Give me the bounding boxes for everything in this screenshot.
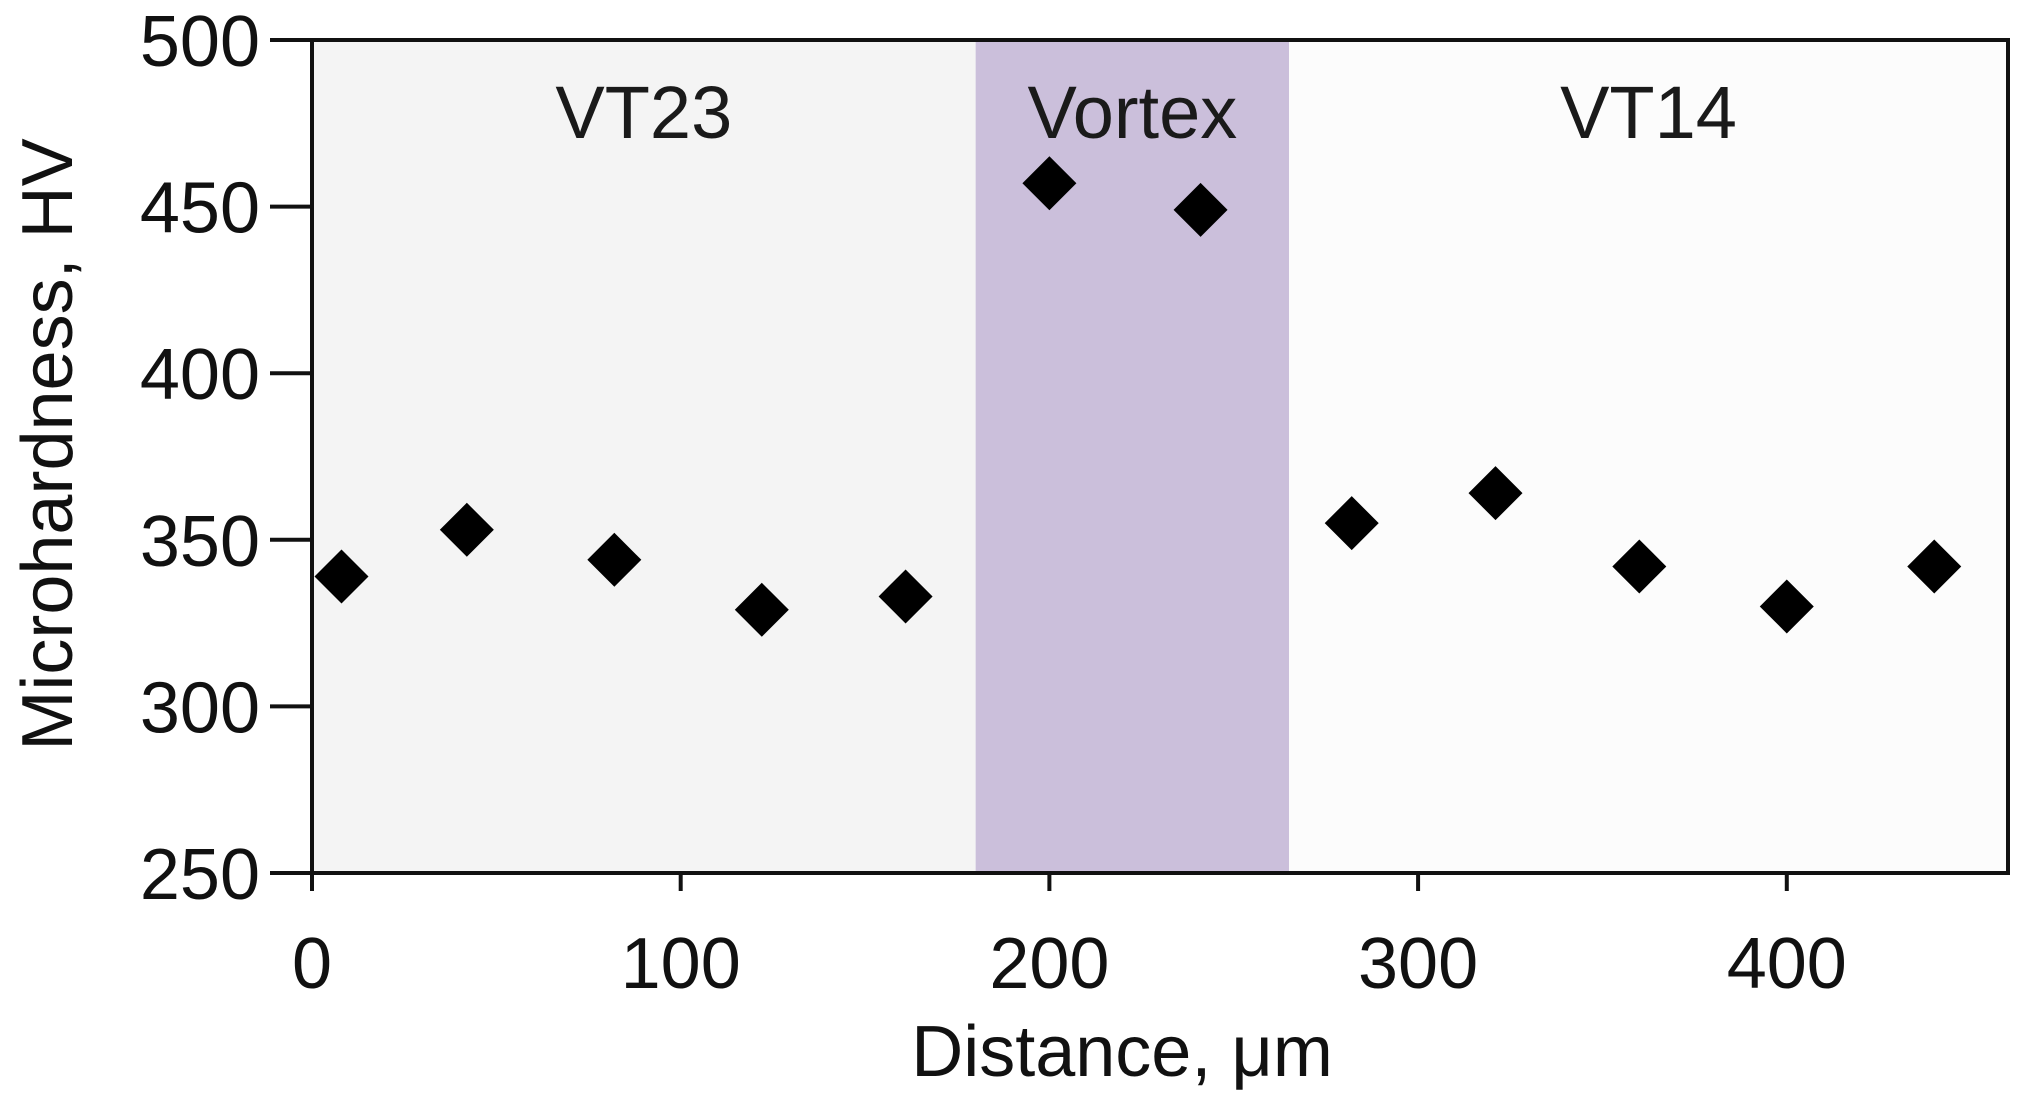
x-tick-label: 200 xyxy=(989,924,1109,1004)
data-point xyxy=(878,569,933,624)
region-label-vt23: VT23 xyxy=(555,71,732,154)
region-label-vt14: VT14 xyxy=(1560,71,1737,154)
data-point xyxy=(734,582,789,637)
x-tick-label: 300 xyxy=(1358,924,1478,1004)
data-point xyxy=(1022,156,1077,211)
plot-frame xyxy=(310,38,2010,875)
y-tick-label: 500 xyxy=(140,2,260,82)
data-points xyxy=(314,156,1962,637)
y-axis-title: Microhardness, HV xyxy=(8,138,88,750)
region-label-vortex: Vortex xyxy=(1027,71,1237,154)
data-point xyxy=(439,502,494,557)
x-axis-title: Distance, μm xyxy=(911,1012,1333,1092)
region-vt14-band xyxy=(1289,40,2008,873)
y-tick-label: 300 xyxy=(140,668,260,748)
data-point xyxy=(1324,496,1379,551)
x-tick-label: 400 xyxy=(1727,924,1847,1004)
ticks-layer: 250 300 350 400 450 500 0 100 200 300 400 xyxy=(140,2,1847,1004)
regions-layer xyxy=(312,40,2008,873)
data-point xyxy=(587,532,642,587)
data-point xyxy=(1468,466,1523,521)
data-point xyxy=(314,549,369,604)
region-labels-layer: VT23 Vortex VT14 xyxy=(555,71,1737,154)
y-tick-label: 400 xyxy=(140,335,260,415)
x-tick-label: 0 xyxy=(292,924,332,1004)
data-point xyxy=(1759,579,1814,634)
y-tick-label: 250 xyxy=(140,835,260,915)
data-point xyxy=(1907,539,1962,594)
y-tick-label: 450 xyxy=(140,169,260,249)
x-tick-label: 100 xyxy=(621,924,741,1004)
region-vt23-band xyxy=(312,40,976,873)
data-point xyxy=(1612,539,1667,594)
y-tick-label: 350 xyxy=(140,502,260,582)
data-point xyxy=(1173,182,1228,237)
region-vortex-band xyxy=(975,40,1290,873)
